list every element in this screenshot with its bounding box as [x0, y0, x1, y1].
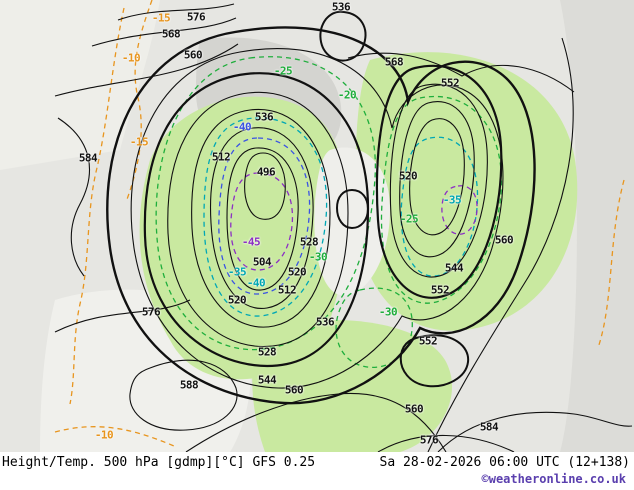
footer: Height/Temp. 500 hPa [gdmp][°C] GFS 0.25… — [0, 452, 634, 490]
weather-map-svg — [0, 0, 634, 452]
valid-time: Sa 28-02-2026 06:00 UTC (12+138) — [379, 455, 630, 470]
credit-link[interactable]: ©weatheronline.co.uk — [481, 472, 627, 486]
chart-title: Height/Temp. 500 hPa [gdmp][°C] GFS 0.25 — [2, 455, 316, 470]
map-canvas: 576 -15 568 560 -10 536 568 552 -25 -20 584 -15 512 4… — [0, 0, 634, 452]
height-contours — [54, 3, 633, 452]
